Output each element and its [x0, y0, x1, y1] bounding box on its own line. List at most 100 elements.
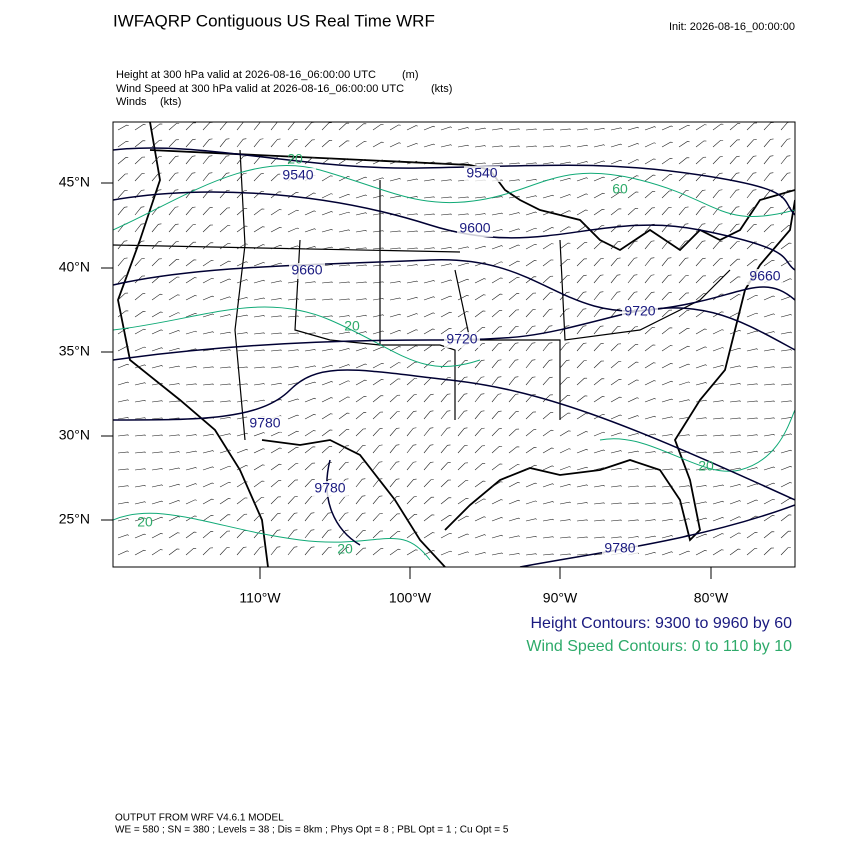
field-name: Height at 300 hPa valid at 2026-08-16_06… [116, 69, 376, 81]
wind-barb [678, 328, 690, 335]
wind-barb [457, 311, 469, 318]
wind-barb [270, 280, 282, 284]
wind-barb [474, 343, 485, 352]
wind-barb [168, 312, 180, 318]
wind-barb [576, 519, 588, 522]
wind-barb [627, 519, 639, 522]
wind-barb [151, 549, 163, 556]
wind-barb [593, 502, 605, 505]
wind-barb [406, 329, 418, 335]
wind-barb [729, 500, 741, 505]
wind-barb [423, 393, 434, 403]
wind-barb [610, 192, 622, 199]
wind-barb [440, 246, 452, 250]
wind-barb [287, 529, 298, 539]
wind-barb [219, 481, 231, 488]
wind-barb [270, 332, 282, 335]
wind-barb [287, 298, 299, 301]
wind-barb [593, 325, 604, 335]
wind-barb [610, 396, 622, 403]
wind-barb [712, 311, 724, 318]
wind-barb [780, 433, 792, 437]
wind-barb [610, 361, 622, 369]
wind-barb [491, 499, 503, 505]
wind-barb [661, 240, 672, 250]
wind-barb [627, 379, 639, 386]
field-units: (kts) [160, 96, 181, 108]
wind-barb [559, 275, 570, 284]
wind-barb [219, 349, 231, 352]
label-box [312, 481, 348, 497]
wind-barb [117, 518, 129, 522]
wind-barb [729, 123, 741, 131]
wind-barb [253, 244, 265, 250]
wind-barb [168, 434, 180, 437]
wind-barb [321, 211, 333, 216]
wind-barb [491, 534, 503, 539]
wind-barb [219, 155, 230, 165]
wind-barb [219, 366, 231, 369]
wind-barb [644, 485, 656, 488]
wind-barb [372, 298, 384, 301]
wind-barb [508, 325, 519, 335]
wind-barb [729, 294, 741, 301]
wind-barb [287, 447, 299, 454]
wind-barb [525, 325, 536, 335]
wind-barb [746, 139, 757, 148]
wind-barb [695, 417, 707, 420]
wind-barb [270, 138, 281, 148]
wind-barb [508, 411, 519, 420]
wind-barb [763, 417, 775, 420]
wind-barb [712, 400, 724, 403]
wind-barb [695, 275, 706, 284]
wind-barb [559, 553, 571, 556]
wind-barb [474, 427, 485, 437]
wind-barb [117, 451, 129, 454]
wind-barb [559, 430, 571, 437]
wind-barb [457, 533, 469, 539]
wind-barb [304, 246, 316, 250]
wind-barb [712, 417, 724, 420]
wind-barb [593, 308, 604, 318]
wind-barb [525, 535, 537, 539]
wind-contour-label: 20 [344, 318, 360, 334]
wind-barb [457, 497, 469, 505]
wind-barb [746, 531, 758, 539]
wind-barb [423, 230, 435, 233]
wind-barb [508, 342, 519, 352]
wind-barb [168, 189, 179, 199]
wind-barb [372, 395, 384, 403]
wind-barb [763, 450, 775, 454]
wind-barb [338, 315, 350, 318]
wind-barb [542, 211, 554, 216]
wind-barb [729, 330, 741, 335]
wind-barb [338, 140, 350, 148]
wind-barb [525, 411, 536, 420]
wind-barb [406, 160, 418, 165]
wind-barb [593, 467, 605, 471]
wind-barb [372, 428, 383, 437]
wind-barb [372, 281, 384, 284]
wind-barb [695, 468, 707, 471]
wind-barb [253, 513, 264, 522]
wind-barb [627, 159, 639, 165]
wind-barb [729, 139, 740, 148]
wind-barb [117, 363, 129, 369]
wind-barb [661, 141, 673, 148]
wind-barb [440, 479, 452, 488]
wind-barb [746, 348, 758, 352]
wind-barb [168, 241, 179, 250]
wind-barb [406, 345, 418, 352]
wind-barb [151, 365, 163, 369]
wind-barb [644, 398, 656, 403]
wind-barb [406, 213, 418, 216]
wind-barb [474, 162, 486, 165]
wind-barb [610, 291, 621, 301]
wind-barb [746, 259, 758, 267]
wind-barb [168, 347, 180, 352]
wind-barb [644, 468, 656, 471]
wind-barb [185, 312, 197, 318]
wind-barb [491, 552, 503, 556]
wind-barb [338, 247, 350, 250]
wind-barb [168, 330, 180, 335]
